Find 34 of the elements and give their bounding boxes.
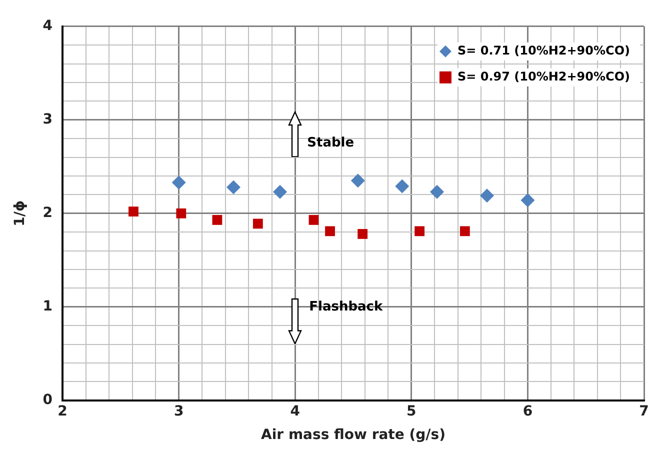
annotation: Flashback (309, 299, 384, 314)
point (252, 218, 263, 229)
x-tick-label: 5 (406, 403, 416, 420)
y-axis-title: 1/ϕ (12, 200, 28, 226)
point (128, 206, 138, 216)
point (430, 184, 444, 199)
y-tick-label: 4 (42, 18, 53, 34)
x-tick-label: 4 (290, 403, 300, 420)
x-axis-title: Air mass flow rate (g/s) (261, 427, 446, 444)
legend-label: S= 0.71 (10%H2+90%CO) (457, 44, 630, 58)
y-tick-label: 3 (42, 112, 53, 128)
point (308, 214, 319, 225)
point (480, 188, 494, 203)
annotation: Stable (307, 136, 354, 151)
y-tick-label: 2 (42, 205, 53, 222)
point (358, 229, 368, 239)
point (414, 226, 425, 236)
point (325, 226, 335, 236)
x-tick-label: 7 (639, 403, 649, 420)
x-tick-label: 3 (174, 403, 184, 420)
x-tick-label: 6 (522, 403, 533, 420)
point (176, 208, 186, 218)
point (460, 226, 470, 236)
point (395, 179, 410, 194)
point (273, 184, 288, 199)
point (350, 174, 365, 188)
y-tick-label: 0 (42, 392, 53, 408)
legend-label: S= 0.97 (10%H2+90%CO) (457, 70, 630, 84)
point (520, 193, 535, 208)
point (226, 180, 240, 194)
point (172, 176, 186, 190)
y-tick-label: 1 (42, 298, 53, 315)
point (212, 214, 222, 225)
x-tick-label: 2 (58, 403, 68, 420)
